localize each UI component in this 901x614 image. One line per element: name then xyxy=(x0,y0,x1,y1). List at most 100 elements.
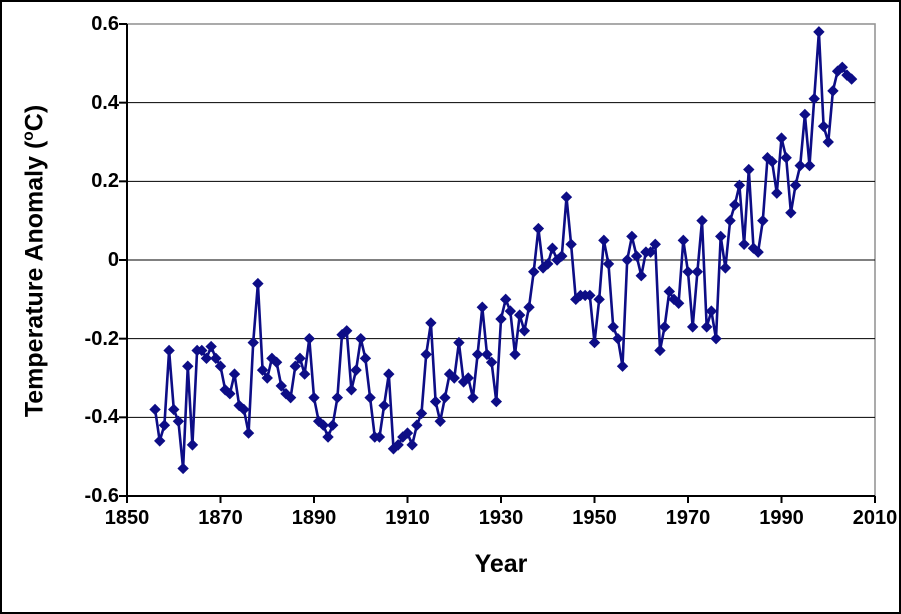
data-point xyxy=(308,391,320,404)
data-point xyxy=(738,238,750,250)
data-point xyxy=(411,419,423,431)
data-point xyxy=(359,352,372,365)
data-point xyxy=(771,187,783,199)
data-point xyxy=(584,289,596,302)
y-tick-label: -0.6 xyxy=(84,485,119,507)
gridlines xyxy=(127,102,875,418)
data-point xyxy=(836,61,848,73)
data-point xyxy=(518,325,531,337)
data-point xyxy=(514,309,526,321)
data-point xyxy=(275,380,287,392)
data-point xyxy=(448,372,460,384)
data-point xyxy=(434,415,446,427)
data-point xyxy=(724,214,736,227)
data-point xyxy=(570,293,582,306)
data-point xyxy=(845,73,858,85)
data-point xyxy=(682,266,694,278)
data-point xyxy=(799,108,811,121)
series-line xyxy=(153,30,853,470)
y-axis-title-text: Temperature Anomaly ( xyxy=(20,140,49,418)
x-tick-label: 2010 xyxy=(852,507,898,529)
y-axis-title-unit: C) xyxy=(20,104,49,132)
data-point xyxy=(476,301,488,313)
data-point xyxy=(490,395,503,408)
data-point xyxy=(537,262,549,274)
data-point xyxy=(686,321,699,333)
data-point xyxy=(364,391,376,404)
data-point xyxy=(663,285,675,298)
data-point xyxy=(752,246,764,258)
data-point xyxy=(766,155,778,168)
data-point xyxy=(247,336,259,349)
data-point xyxy=(813,26,825,38)
data-point xyxy=(439,391,451,404)
data-point xyxy=(350,364,362,376)
degree-symbol: o xyxy=(20,131,37,141)
y-tick-label: 0.4 xyxy=(91,91,119,114)
x-tick-label: 1890 xyxy=(291,507,337,529)
data-point xyxy=(298,368,311,380)
data-point xyxy=(462,372,474,384)
data-point xyxy=(729,199,741,211)
data-point xyxy=(701,321,713,333)
data-point xyxy=(177,462,189,475)
data-point xyxy=(355,332,367,345)
data-point xyxy=(775,132,788,144)
y-axis xyxy=(119,23,128,497)
data-point xyxy=(317,419,330,431)
data-point xyxy=(415,407,428,420)
data-point xyxy=(303,332,316,345)
data-point xyxy=(691,266,704,278)
data-point xyxy=(261,372,273,384)
data-point xyxy=(205,340,217,353)
data-point xyxy=(252,277,264,290)
data-point xyxy=(467,391,479,404)
y-tick-label: 0.2 xyxy=(91,170,119,193)
x-tick-label: 1950 xyxy=(572,507,617,529)
data-point xyxy=(200,352,213,365)
x-tick-label: 1990 xyxy=(759,507,804,529)
data-point xyxy=(598,234,610,247)
data-point-markers xyxy=(149,26,858,475)
data-point xyxy=(172,415,185,427)
data-point xyxy=(453,336,465,349)
data-point xyxy=(406,439,418,451)
y-axis-title: Temperature Anomaly (oC) xyxy=(20,72,50,450)
data-point xyxy=(238,403,250,416)
data-point xyxy=(743,163,755,176)
y-tick-label: -0.2 xyxy=(84,327,119,350)
data-point xyxy=(224,388,236,400)
data-point xyxy=(186,439,199,451)
data-point xyxy=(485,356,498,368)
data-point xyxy=(182,360,194,372)
data-point xyxy=(616,360,629,372)
data-point xyxy=(789,179,802,191)
x-axis-title: Year xyxy=(474,550,528,578)
y-tick-label: 0 xyxy=(107,249,119,271)
data-point xyxy=(593,293,605,306)
data-point xyxy=(841,69,853,81)
y-tick-label: -0.4 xyxy=(84,406,119,429)
data-point xyxy=(658,321,671,333)
data-point xyxy=(373,431,386,443)
data-point xyxy=(228,368,241,380)
y-tick-label: 0.6 xyxy=(91,13,119,35)
data-point xyxy=(565,238,577,250)
data-point xyxy=(322,431,334,443)
x-axis xyxy=(126,495,876,503)
data-point xyxy=(822,136,834,148)
data-point xyxy=(345,384,358,396)
x-tick-label: 1870 xyxy=(198,507,243,529)
data-point xyxy=(719,262,732,274)
data-point xyxy=(612,332,624,345)
data-point xyxy=(602,258,615,270)
data-point xyxy=(168,403,180,416)
data-point xyxy=(668,293,680,306)
x-tick-label: 1970 xyxy=(665,507,711,529)
data-point xyxy=(284,391,297,404)
data-point xyxy=(556,250,568,262)
data-point xyxy=(794,159,806,172)
data-point xyxy=(210,352,222,365)
data-point xyxy=(294,352,306,365)
